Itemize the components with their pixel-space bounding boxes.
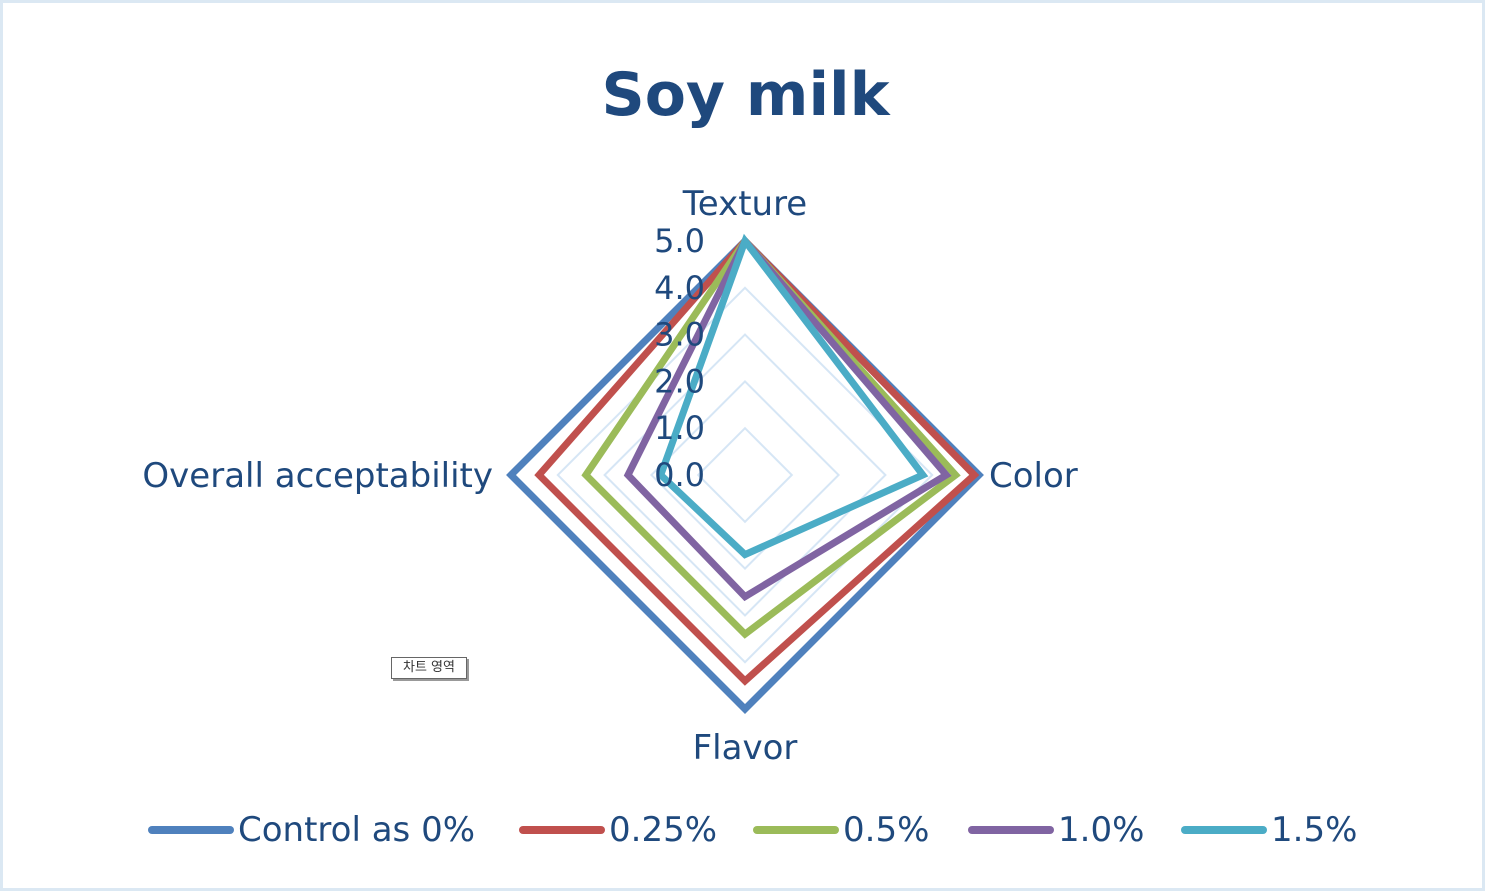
radar-series-group — [506, 233, 984, 714]
legend-item-1[interactable]: Control as 0% — [148, 805, 475, 855]
legend-item-2[interactable]: 0.25% — [519, 805, 717, 855]
legend: Control as 0% 0.25% 0.5% 1.0% 1.5% — [3, 805, 1485, 855]
grid-ring-4 — [556, 286, 934, 664]
axis-label-flavor: Flavor — [693, 728, 798, 768]
legend-item-4[interactable]: 1.0% — [968, 805, 1144, 855]
legend-item-5[interactable]: 1.5% — [1181, 805, 1357, 855]
radial-tick-labels: 0.0 1.0 2.0 3.0 4.0 5.0 — [654, 222, 705, 494]
chart-area-tooltip: 차트 영역 — [391, 657, 467, 679]
tick-label-3: 3.0 — [654, 316, 705, 354]
legend-label: 1.5% — [1271, 810, 1358, 850]
chart-title: Soy milk — [601, 60, 890, 130]
legend-swatch — [753, 826, 839, 834]
legend-item-3[interactable]: 0.5% — [753, 805, 929, 855]
axis-label-color: Color — [989, 456, 1078, 496]
legend-swatch — [968, 826, 1054, 834]
tick-label-1: 1.0 — [654, 409, 705, 447]
legend-swatch — [1181, 826, 1267, 834]
grid-ring-3 — [603, 333, 887, 617]
series-line-5[interactable] — [656, 233, 929, 559]
radar-grid — [509, 239, 981, 711]
axis-labels: Texture Color Flavor Overall acceptability — [142, 184, 1077, 768]
tick-label-0: 0.0 — [654, 456, 705, 494]
radar-chart[interactable]: 0.0 1.0 2.0 3.0 4.0 5.0 Texture Color Flavor Ove… — [3, 3, 1485, 894]
tick-label-5: 5.0 — [654, 222, 705, 260]
legend-label: 0.5% — [843, 810, 930, 850]
grid-ring-1 — [696, 426, 794, 524]
series-line-1[interactable] — [506, 236, 984, 714]
legend-label: 1.0% — [1058, 810, 1145, 850]
legend-label: Control as 0% — [238, 810, 476, 850]
axis-label-texture: Texture — [682, 184, 807, 224]
axis-label-overall-acceptability: Overall acceptability — [142, 456, 493, 496]
grid-ring-2 — [649, 379, 841, 571]
legend-swatch — [519, 826, 605, 834]
series-line-3[interactable] — [581, 235, 961, 639]
legend-label: 0.25% — [609, 810, 718, 850]
series-line-2[interactable] — [534, 235, 980, 686]
tick-label-4: 4.0 — [654, 269, 705, 307]
grid-ring-5 — [509, 239, 981, 711]
tick-label-2: 2.0 — [654, 362, 705, 400]
legend-swatch — [148, 826, 234, 834]
series-line-4[interactable] — [623, 234, 952, 602]
